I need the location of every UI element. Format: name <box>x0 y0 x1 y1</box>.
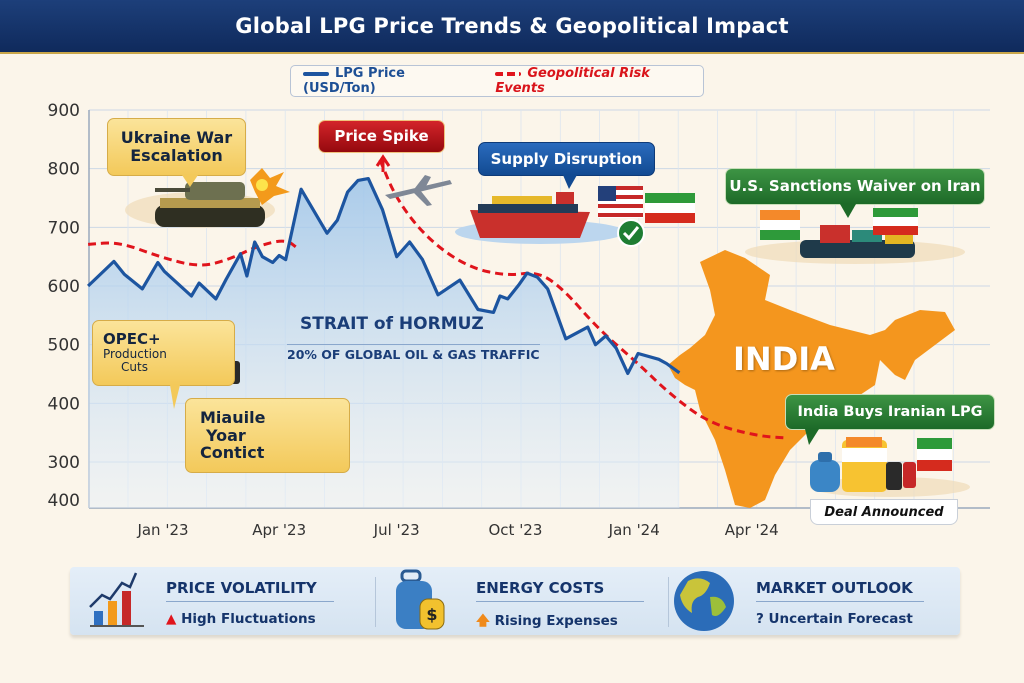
summary-title: PRICE VOLATILITY <box>166 579 334 602</box>
x-tick-label: Jan '23 <box>136 521 188 539</box>
divider <box>375 577 376 627</box>
callout-text: Cuts <box>121 360 148 375</box>
risk-events-series <box>88 159 788 440</box>
chart-title: Global LPG Price Trends & Geopolitical I… <box>235 14 789 38</box>
y-tick-label: 900 <box>48 101 80 121</box>
summary-subtitle: 🡅 Rising Expenses <box>476 611 618 634</box>
india-label: INDIA <box>733 340 835 378</box>
checkmark-icon <box>617 219 645 247</box>
triangle-up-icon: ▲ <box>166 611 177 627</box>
summary-market-outlook: MARKET OUTLOOK ? Uncertain Forecast <box>670 567 960 635</box>
tank-icon <box>125 168 290 228</box>
x-tick-label: Apr '23 <box>252 521 306 539</box>
callout-tail <box>840 204 856 218</box>
callout-tail <box>182 175 198 187</box>
summary-energy-costs: $ ENERGY COSTS 🡅 Rising Expenses <box>390 567 670 635</box>
risk-events-line-segment <box>378 159 788 440</box>
cargo-ship-icon <box>455 192 625 244</box>
rising-bars-chart-icon <box>89 572 144 627</box>
y-tick-label: 700 <box>48 218 80 238</box>
summary-subtitle-text: Rising Expenses <box>494 613 618 629</box>
callout-tail <box>805 429 819 445</box>
summary-title: MARKET OUTLOOK <box>756 579 924 602</box>
callout-price-spike: Price Spike <box>318 120 445 153</box>
summary-subtitle-text: Uncertain Forecast <box>768 611 913 627</box>
callout-text: Ukraine War <box>120 128 233 148</box>
y-tick-label: 600 <box>48 277 80 297</box>
callout-text: Yoar <box>206 425 246 445</box>
callout-opec-cuts: OPEC+ Production Cuts <box>92 320 235 386</box>
callout-tail <box>170 385 180 409</box>
legend-swatch-red-dashed <box>495 71 522 76</box>
x-tick-label: Oct '23 <box>488 521 542 539</box>
legend-label: Geopolitical Risk Events <box>495 66 650 96</box>
callout-supply-disruption: Supply Disruption <box>478 142 655 176</box>
spike-arrow-icon <box>375 154 391 172</box>
us-flag-icon <box>598 186 643 218</box>
title-banner: Global LPG Price Trends & Geopolitical I… <box>0 0 1024 54</box>
iran-flag-icon <box>645 193 695 223</box>
gas-cylinder-dollar-icon: $ <box>396 569 445 630</box>
callout-conflict: Miauile Yoar Contict <box>185 398 350 473</box>
summary-subtitle-text: High Fluctuations <box>181 611 316 627</box>
y-tick-label: 500 <box>48 336 80 356</box>
callout-text: Supply Disruption <box>490 149 643 168</box>
callout-text: Escalation <box>130 146 223 165</box>
callout-india-buys-iranian-lpg: India Buys Iranian LPG <box>785 394 995 430</box>
callout-sanctions-waiver: U.S. Sanctions Waiver on Iran <box>725 168 985 205</box>
globe-icon <box>674 571 734 631</box>
x-tick-labels: Jan '23 Apr '23 Jul '23 Oct '23 Jan '24 Apr '… <box>136 521 778 539</box>
callout-text: Price Spike <box>334 127 429 146</box>
summary-title: ENERGY COSTS <box>476 579 644 602</box>
y-tick-label: 800 <box>48 160 80 180</box>
arrow-up-icon: 🡅 <box>476 613 490 629</box>
callout-text: India Buys Iranian LPG <box>797 403 983 420</box>
legend-label: LPG Price (USD/Ton) <box>303 66 405 96</box>
callout-text: Miauile <box>200 407 266 427</box>
legend-swatch-blue <box>303 71 329 76</box>
deal-announced-label: Deal Announced <box>810 499 958 525</box>
x-tick-label: Jul '23 <box>373 521 420 539</box>
x-tick-label: Jan '24 <box>608 521 660 539</box>
y-tick-label: 300 <box>48 453 80 473</box>
svg-text:$: $ <box>426 605 437 624</box>
callout-text: U.S. Sanctions Waiver on Iran <box>729 177 981 196</box>
divider <box>668 577 669 627</box>
india-map <box>668 250 955 508</box>
y-tick-label: 400 <box>48 491 80 511</box>
callout-text: OPEC+ <box>103 330 161 349</box>
sanctions-boat-flags-icon <box>745 208 965 264</box>
strait-of-hormuz-label: STRAIT of HORMUZ <box>300 314 484 334</box>
lpg-cylinders-flags-icon <box>810 437 970 497</box>
summary-panel: PRICE VOLATILITY ▲ High Fluctuations $ E… <box>70 567 960 635</box>
summary-subtitle: ? Uncertain Forecast <box>756 611 913 627</box>
question-mark-icon: ? <box>756 611 764 627</box>
callout-ukraine-war-escalation: Ukraine War Escalation <box>107 118 246 176</box>
y-tick-label: 400 <box>48 394 80 414</box>
callout-text: Production <box>103 346 167 361</box>
plane-icon <box>385 175 452 206</box>
legend-item-lpg-price: LPG Price (USD/Ton) <box>303 66 481 96</box>
strait-of-hormuz-subtitle: 20% OF GLOBAL OIL & GAS TRAFFIC <box>287 344 540 362</box>
lpg-price-points <box>88 178 680 374</box>
x-tick-label: Apr '24 <box>725 521 779 539</box>
callout-tail <box>563 175 577 189</box>
summary-price-volatility: PRICE VOLATILITY ▲ High Fluctuations <box>80 567 360 635</box>
legend-item-risk-events: Geopolitical Risk Events <box>495 66 703 96</box>
y-tick-labels: 900 800 700 600 500 400 300 400 <box>48 101 80 511</box>
callout-text: Contict <box>200 443 265 463</box>
summary-subtitle: ▲ High Fluctuations <box>166 611 316 627</box>
legend: LPG Price (USD/Ton) Geopolitical Risk Ev… <box>290 65 704 97</box>
